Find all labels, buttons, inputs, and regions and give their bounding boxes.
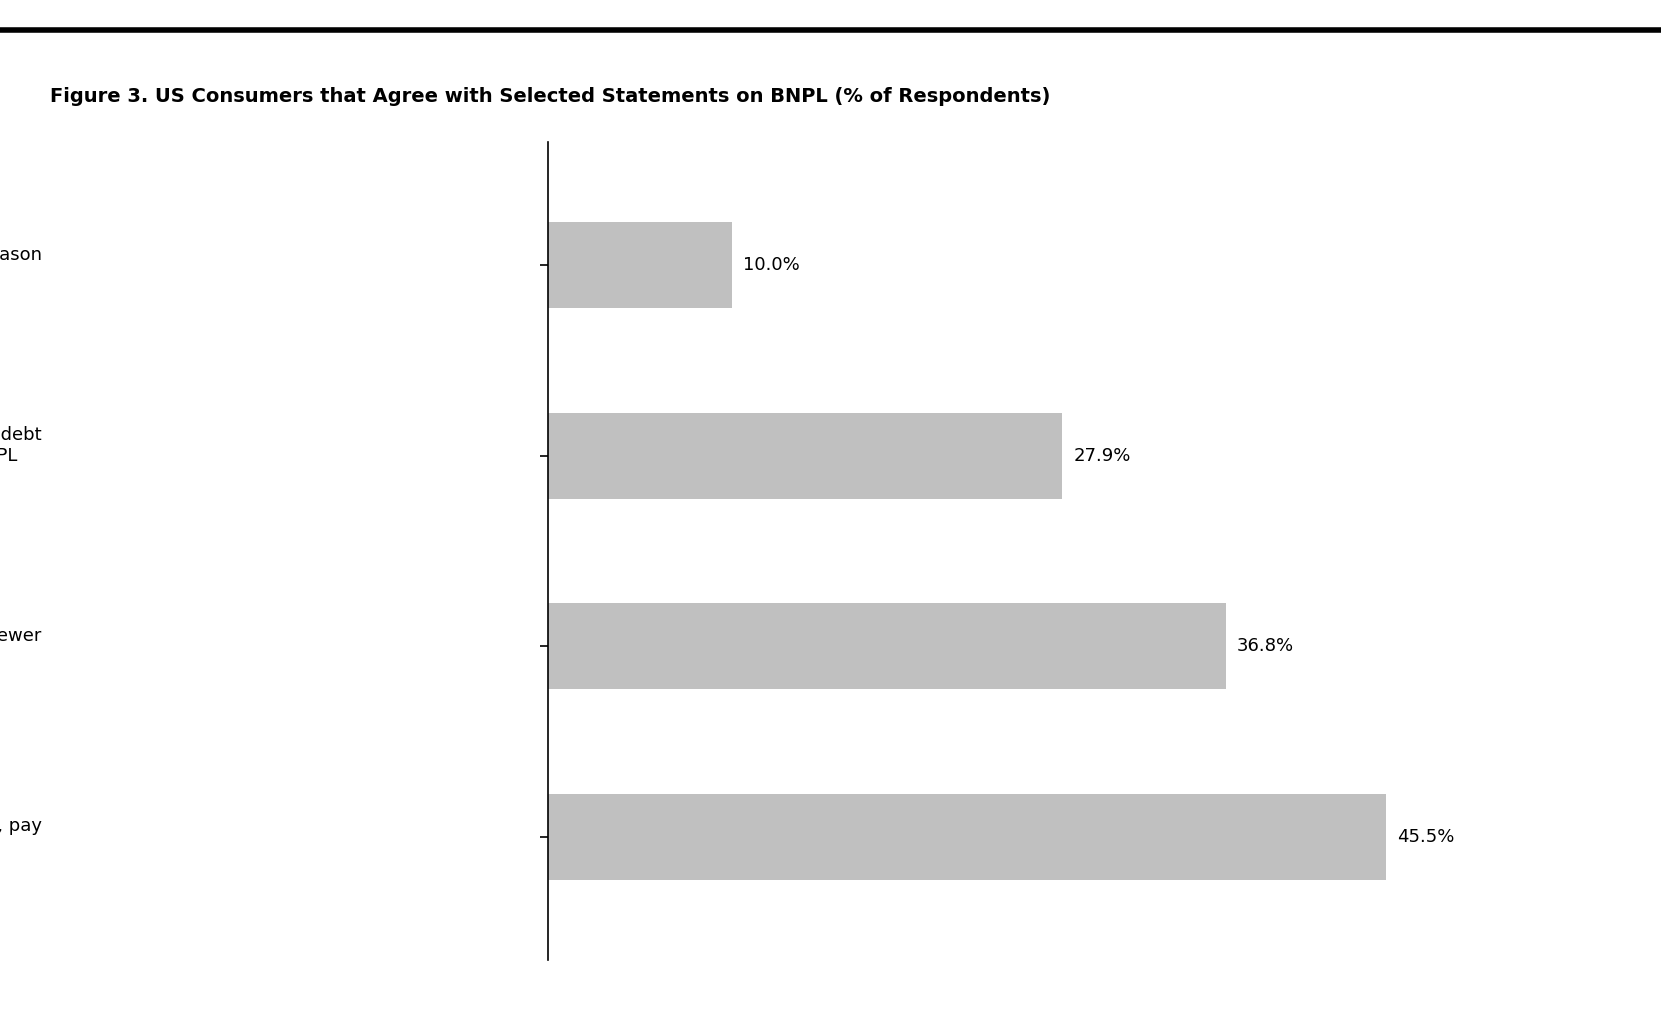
Bar: [548, 412, 1061, 498]
Text: 27.9%: 27.9%: [1073, 447, 1131, 465]
Text: I expect to use BNPL services for holiday-season
shopping: I expect to use BNPL services for holida…: [0, 246, 42, 285]
Bar: [548, 794, 1387, 880]
Text: I usually don't need the option to buy now, pay
later when shopping: I usually don't need the option to buy n…: [0, 817, 42, 856]
Text: 10.0%: 10.0%: [744, 257, 801, 274]
Text: 45.5%: 45.5%: [1397, 828, 1455, 845]
Text: Figure 3. US Consumers that Agree with Selected Statements on BNPL (% of Respond: Figure 3. US Consumers that Agree with S…: [50, 87, 1050, 105]
Text: I am/would be concerned about getting into debt
or impacting my credit score by : I am/would be concerned about getting in…: [0, 426, 42, 485]
Text: 36.8%: 36.8%: [1237, 637, 1294, 655]
Bar: [548, 222, 733, 308]
Text: I prefer to use a traditional credit card than newer
BNPL services: I prefer to use a traditional credit car…: [0, 627, 42, 665]
Bar: [548, 604, 1226, 690]
